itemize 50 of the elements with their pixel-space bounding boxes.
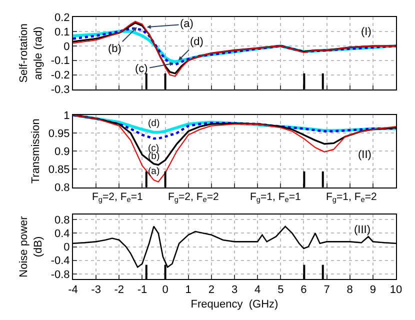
annotation: (I) <box>361 26 372 38</box>
y-axis-title: Noise power (dB) <box>18 216 44 278</box>
annotation: (d) <box>190 36 204 48</box>
y-tick-label: 0.2 <box>54 12 70 24</box>
y-tick-label: 1 <box>64 110 70 122</box>
annotation: F$_{g}$=2, F$_{e}$=2 <box>168 191 219 204</box>
y-tick-label: 0.85 <box>48 164 70 176</box>
annotation: (b) <box>148 151 160 162</box>
y-tick-label: 0.1 <box>54 26 70 38</box>
annotation: F$_{g}$=1, F$_{e}$=1 <box>250 191 301 204</box>
x-tick-label: -1 <box>137 284 148 296</box>
x-tick-label: 9 <box>370 284 376 296</box>
y-tick-label: -0.3 <box>50 84 70 96</box>
y-tick-label: 0.8 <box>54 182 70 194</box>
y-tick-label: -0.1 <box>50 55 70 68</box>
x-axis-title: Frequency (GHz) <box>190 298 278 310</box>
annotation: (a) <box>180 18 194 30</box>
y-tick-label: -0.8 <box>50 268 70 281</box>
x-tick-label: 8 <box>346 284 353 296</box>
x-tick-label: 4 <box>254 284 261 296</box>
annotation: F$_{g}$=2, F$_{e}$=1 <box>92 191 143 204</box>
y-tick-label: 0.95 <box>48 128 70 140</box>
y-tick-label: 0.4 <box>54 228 70 240</box>
y-tick-label: 0.9 <box>54 146 70 158</box>
x-tick-label: -2 <box>114 284 124 296</box>
x-tick-label: 6 <box>300 284 307 296</box>
x-tick-label: 3 <box>231 284 238 296</box>
y-tick-label: 0 <box>64 40 70 53</box>
x-tick-label: 7 <box>324 284 330 296</box>
annotation: (a) <box>148 166 160 177</box>
y-axis-title: Self-rotation angle (rad) <box>18 24 44 83</box>
annotation: (III) <box>354 224 370 236</box>
annotation: (II) <box>358 149 372 161</box>
annotation: (d) <box>148 118 160 129</box>
y-tick-label: 0.8 <box>54 214 70 226</box>
annotation: (c) <box>135 63 148 75</box>
y-tick-label: 0 <box>64 242 70 254</box>
annotation: (c) <box>148 143 160 154</box>
x-tick-label: -3 <box>91 284 101 296</box>
x-tick-label: 2 <box>208 284 214 296</box>
x-tick-label: 10 <box>390 284 402 296</box>
x-tick-label: 5 <box>278 284 284 296</box>
annotation: F$_{g}$=1, F$_{e}$=2 <box>326 191 377 204</box>
x-tick-label: 1 <box>185 284 192 296</box>
x-tick-label: -4 <box>68 284 78 296</box>
annotation: (b) <box>108 43 122 55</box>
y-tick-label: -0.4 <box>50 255 70 268</box>
y-axis-title: Transmission <box>30 118 42 184</box>
x-tick-label: 0 <box>162 284 168 296</box>
y-tick-label: -0.2 <box>50 70 70 82</box>
